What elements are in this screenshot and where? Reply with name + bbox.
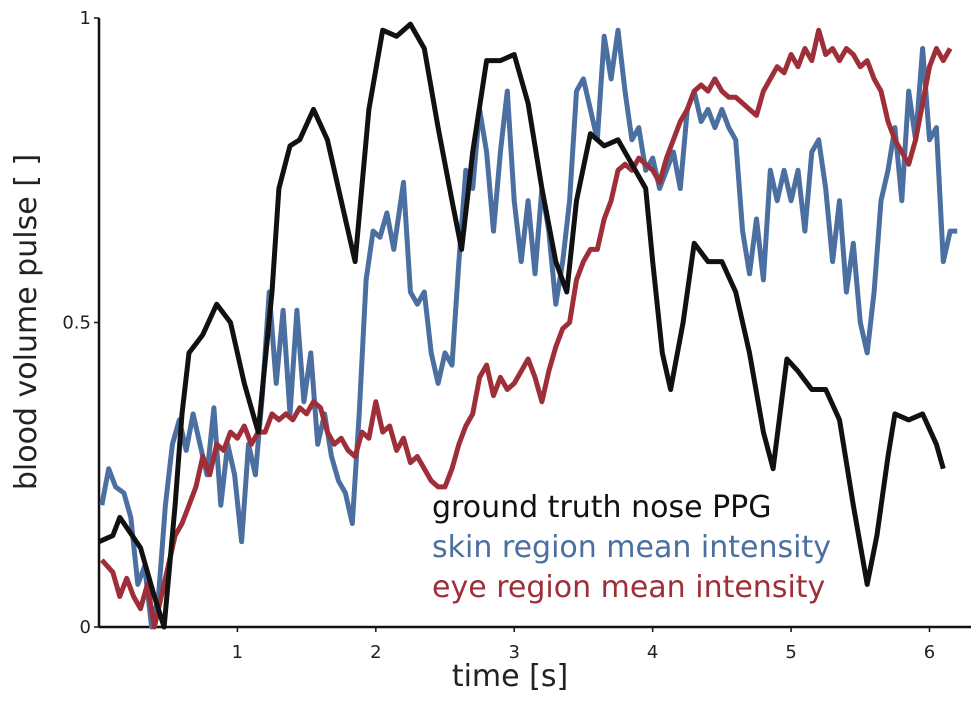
- x-tick-label: 4: [647, 642, 658, 663]
- series-line: [99, 27, 958, 630]
- legend-entry: eye region mean intensity: [432, 570, 825, 605]
- series-line: [97, 21, 946, 630]
- series-line: [99, 27, 953, 630]
- y-axis-label: blood volume pulse [ ]: [9, 154, 44, 490]
- x-tick-label: 6: [924, 642, 935, 663]
- x-axis-label: time [s]: [452, 659, 568, 694]
- y-tick-label: 0: [80, 617, 91, 638]
- legend-entry: ground truth nose PPG: [432, 490, 772, 525]
- y-tick-label: 0.5: [62, 313, 91, 334]
- legend-entry: skin region mean intensity: [432, 530, 831, 565]
- y-tick-label: 1: [80, 8, 91, 29]
- x-tick-label: 5: [785, 642, 796, 663]
- x-tick-label: 2: [370, 642, 381, 663]
- x-tick-label: 1: [232, 642, 243, 663]
- x-tick-label: 3: [509, 642, 520, 663]
